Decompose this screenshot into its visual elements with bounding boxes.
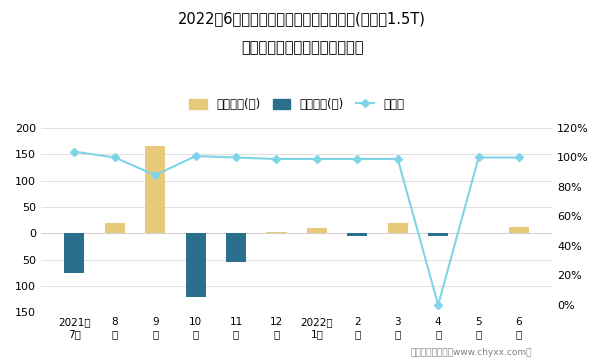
产销率 [273, 157, 280, 161]
Bar [428, 233, 448, 236]
Legend: 积压库存(辆), 清仓库存(辆), 产销率: 积压库存(辆), 清仓库存(辆), 产销率 [185, 93, 409, 116]
Text: 近一年库存情况及产销率统计图: 近一年库存情况及产销率统计图 [241, 40, 363, 55]
Bar [104, 223, 125, 233]
产销率 [152, 173, 159, 177]
产销率 [111, 155, 118, 160]
Bar [509, 227, 529, 233]
产销率 [434, 303, 442, 307]
产销率 [233, 155, 240, 160]
产销率 [313, 157, 321, 161]
Bar [185, 233, 206, 296]
Bar [145, 147, 165, 233]
Line: 产销率: 产销率 [71, 149, 522, 308]
Bar [347, 233, 367, 236]
Bar [266, 232, 286, 233]
Bar [388, 223, 408, 233]
产销率 [475, 155, 482, 160]
产销率 [515, 155, 522, 160]
产销率 [71, 149, 78, 154]
Text: 2022年6月雪佛兰迈锐宝旗下最畅销轿车(迈锐宝1.5T): 2022年6月雪佛兰迈锐宝旗下最畅销轿车(迈锐宝1.5T) [178, 11, 426, 26]
Bar [307, 228, 327, 233]
产销率 [354, 157, 361, 161]
产销率 [192, 154, 199, 158]
产销率 [394, 157, 402, 161]
Text: 制图：智研咨询（www.chyxx.com）: 制图：智研咨询（www.chyxx.com） [410, 348, 532, 357]
Bar [226, 233, 246, 262]
Bar [64, 233, 85, 273]
